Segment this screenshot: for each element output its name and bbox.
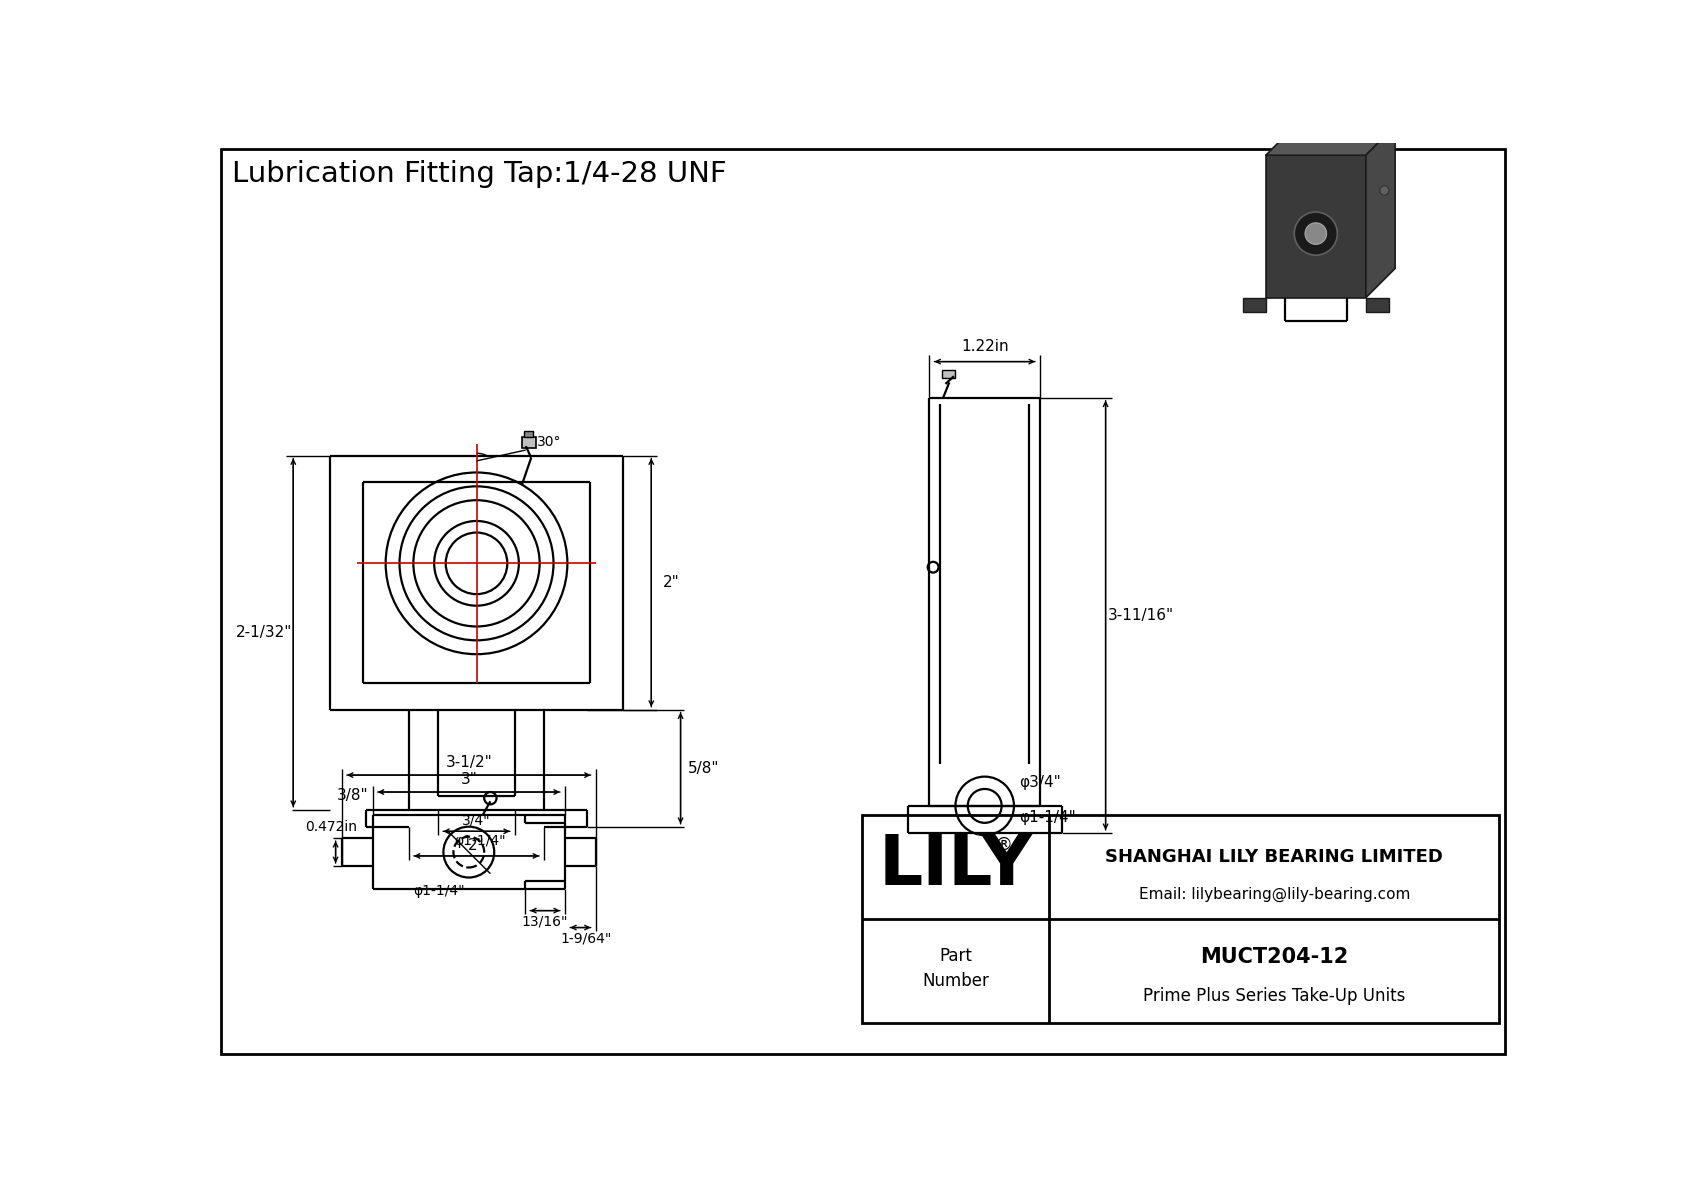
Text: 2-1/32": 2-1/32" [236, 625, 293, 640]
Bar [1366, 298, 1389, 312]
Text: MUCT204-12: MUCT204-12 [1201, 947, 1349, 967]
Text: φ1-1/4": φ1-1/4" [455, 834, 507, 848]
Text: SHANGHAI LILY BEARING LIMITED: SHANGHAI LILY BEARING LIMITED [1105, 848, 1443, 866]
Text: Lubrication Fitting Tap:1/4-28 UNF: Lubrication Fitting Tap:1/4-28 UNF [232, 161, 726, 188]
Text: 13/16": 13/16" [522, 915, 568, 929]
Text: φ3/4": φ3/4" [1019, 775, 1061, 791]
Text: 3/4": 3/4" [461, 813, 490, 828]
Text: φ1-1/4": φ1-1/4" [414, 884, 465, 898]
Circle shape [1295, 212, 1337, 255]
Circle shape [1335, 123, 1349, 137]
Text: 3-1/2": 3-1/2" [446, 755, 492, 771]
Polygon shape [1266, 126, 1394, 155]
Text: 0.472in: 0.472in [305, 821, 357, 835]
Text: LILY: LILY [879, 831, 1032, 898]
Bar [862, 815, 1499, 1023]
Bar [522, 437, 536, 448]
Circle shape [1379, 186, 1389, 195]
Text: 2": 2" [663, 575, 680, 590]
Text: 1-9/64": 1-9/64" [561, 931, 613, 946]
Text: 1.22in: 1.22in [962, 338, 1009, 354]
Polygon shape [1266, 155, 1366, 298]
Text: Email: lilybearing@lily-bearing.com: Email: lilybearing@lily-bearing.com [1138, 886, 1410, 902]
Text: Prime Plus Series Take-Up Units: Prime Plus Series Take-Up Units [1143, 987, 1406, 1005]
Text: 3": 3" [460, 772, 477, 787]
Text: 2": 2" [468, 837, 485, 853]
Polygon shape [1366, 126, 1394, 298]
Text: 5/8": 5/8" [687, 761, 719, 775]
Text: 30°: 30° [537, 435, 561, 449]
Text: Part
Number: Part Number [923, 948, 989, 991]
Bar [524, 431, 534, 437]
Bar [1243, 298, 1266, 312]
Text: φ1-1/4": φ1-1/4" [1019, 810, 1076, 825]
Circle shape [1305, 223, 1327, 244]
Text: ®: ® [994, 835, 1012, 853]
Text: 3/8": 3/8" [337, 788, 369, 804]
Bar [941, 370, 955, 378]
Text: 3-11/16": 3-11/16" [1108, 607, 1174, 623]
